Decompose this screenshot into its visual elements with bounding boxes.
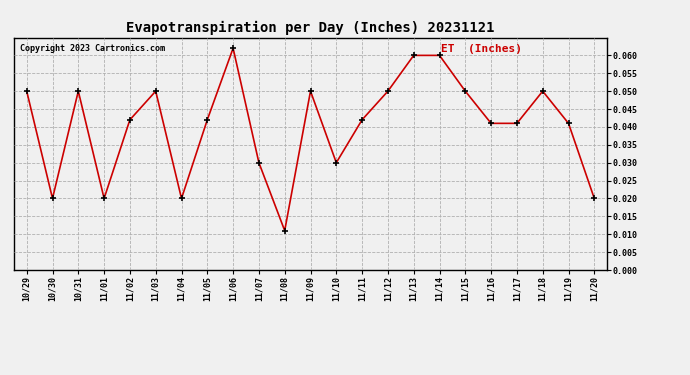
Text: ET  (Inches): ET (Inches) [441,45,522,54]
Text: Copyright 2023 Cartronics.com: Copyright 2023 Cartronics.com [20,45,165,54]
Title: Evapotranspiration per Day (Inches) 20231121: Evapotranspiration per Day (Inches) 2023… [126,21,495,35]
